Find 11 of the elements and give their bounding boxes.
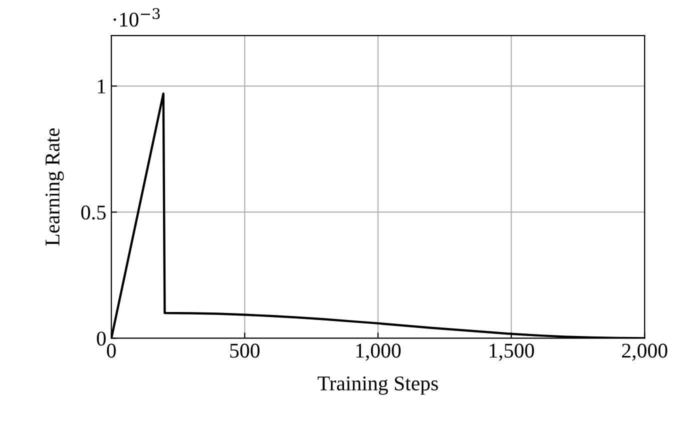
y-axis-title: Learning Rate	[46, 128, 64, 246]
x-tick-label: 500	[230, 344, 260, 358]
x-tick-label: 1,000	[356, 344, 401, 361]
y-tick-label: 0.5	[81, 205, 106, 220]
text: ·10$^{−3}$	[114, 8, 160, 27]
x-tick-label: 0	[106, 344, 116, 358]
y-tick-label: 1	[98, 80, 106, 94]
x-tick-label: 2,000	[622, 344, 668, 361]
y-tick-label: 0	[96, 332, 106, 346]
x-axis-title: Training Steps	[318, 376, 438, 395]
x-tick-label: 1,500	[490, 344, 534, 361]
